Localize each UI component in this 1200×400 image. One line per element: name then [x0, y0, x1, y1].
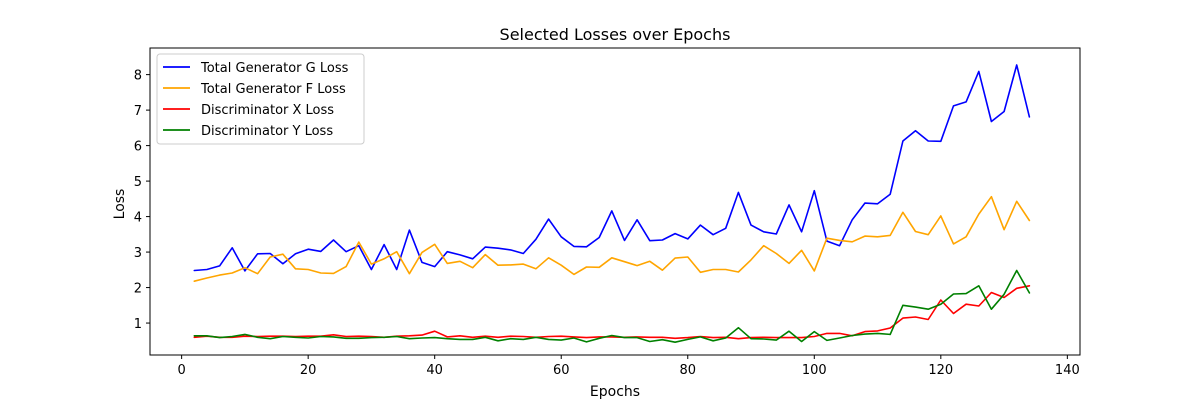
series-line-2	[193, 284, 1031, 340]
x-tick-label: 80	[679, 363, 696, 378]
plot-frame	[149, 47, 1081, 356]
series-line-3	[193, 269, 1031, 344]
legend: Total Generator G Loss Total Generator F …	[156, 53, 365, 145]
legend-label: Total Generator F Loss	[200, 82, 346, 97]
chart-title: Selected Losses over Epochs	[500, 25, 731, 44]
x-tick-label: 20	[300, 363, 317, 378]
y-tick-label: 6	[134, 140, 142, 155]
plot-area: 0 20 40 60 80 100 120 140 1 2 3 4 5 6 7 8	[134, 47, 1081, 378]
x-tick-label: 120	[928, 363, 953, 378]
x-tick-label: 0	[177, 363, 185, 378]
y-axis-title: Loss	[112, 189, 128, 220]
y-tick-label: 4	[134, 211, 142, 226]
legend-label: Discriminator X Loss	[201, 103, 334, 118]
x-tick-label: 140	[1055, 363, 1080, 378]
series-line-1	[193, 195, 1031, 283]
x-tick-label: 100	[802, 363, 827, 378]
series-lines	[193, 64, 1031, 344]
y-tick-label: 5	[134, 175, 142, 190]
legend-label: Total Generator G Loss	[200, 61, 349, 76]
x-axis: 0 20 40 60 80 100 120 140	[177, 355, 1080, 378]
legend-label: Discriminator Y Loss	[201, 124, 333, 139]
y-tick-label: 7	[134, 104, 142, 119]
legend-frame	[156, 53, 365, 145]
y-tick-label: 2	[134, 282, 142, 297]
y-tick-label: 3	[134, 246, 142, 261]
series-line-0	[193, 64, 1031, 272]
y-tick-label: 8	[134, 69, 142, 84]
x-axis-title: Epochs	[590, 384, 640, 400]
y-tick-label: 1	[134, 317, 142, 332]
y-axis: 1 2 3 4 5 6 7 8	[134, 69, 150, 332]
x-tick-label: 60	[553, 363, 570, 378]
x-tick-label: 40	[426, 363, 443, 378]
